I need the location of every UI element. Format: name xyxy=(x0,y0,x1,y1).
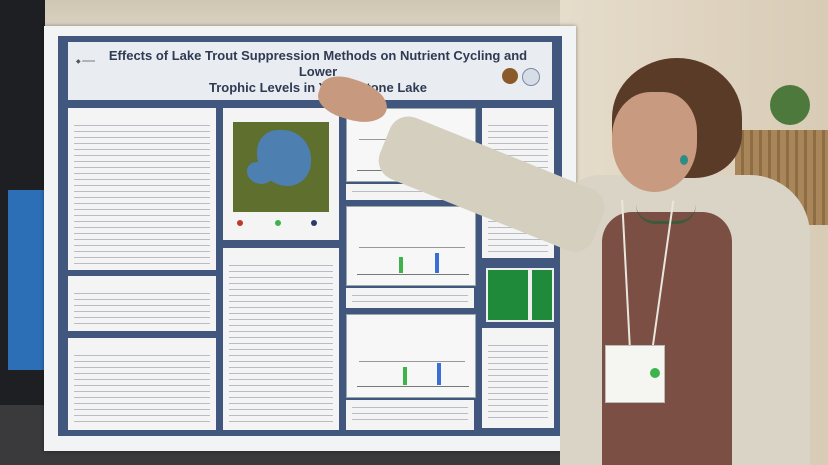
graph-axis xyxy=(357,386,469,387)
text-lines xyxy=(74,122,210,264)
lake-map xyxy=(233,122,329,212)
research-poster: ◆ ═══ Effects of Lake Trout Suppression … xyxy=(44,26,576,451)
text-lines xyxy=(352,404,468,424)
potted-plant xyxy=(770,85,810,125)
legend-marker-navy xyxy=(311,220,317,226)
text-lines xyxy=(352,188,468,194)
presenter-necklace xyxy=(636,205,696,224)
poster-title-line1: Effects of Lake Trout Suppression Method… xyxy=(108,48,528,79)
text-lines xyxy=(74,290,210,325)
graph-bar-green xyxy=(403,367,407,385)
graph-line xyxy=(359,247,465,248)
graph-2 xyxy=(346,206,476,286)
graph-line xyxy=(359,361,465,362)
poster-title-box: ◆ ═══ Effects of Lake Trout Suppression … xyxy=(68,42,552,100)
caption-3 xyxy=(346,400,474,430)
introduction-section xyxy=(68,108,216,270)
text-lines xyxy=(488,342,548,422)
caption-2 xyxy=(346,288,474,308)
graph-axis xyxy=(357,274,469,275)
presenter-earring xyxy=(680,155,688,165)
poster-title: Effects of Lake Trout Suppression Method… xyxy=(108,48,528,96)
text-lines xyxy=(352,292,468,302)
university-logo: ◆ ═══ xyxy=(76,59,96,65)
blue-panel xyxy=(8,190,48,370)
text-lines xyxy=(229,262,333,424)
agency-seal-icon xyxy=(522,68,540,86)
nps-seal-icon xyxy=(502,68,518,84)
presenter-face xyxy=(612,92,697,192)
satellite-image-2 xyxy=(530,268,554,322)
graph-bar-blue xyxy=(437,363,441,385)
name-badge xyxy=(605,345,665,403)
graph-bar-green xyxy=(399,257,403,273)
poster-body: ◆ ═══ Effects of Lake Trout Suppression … xyxy=(58,36,562,436)
satellite-image-1 xyxy=(486,268,530,322)
legend-marker-green xyxy=(275,220,281,226)
badge-green-dot xyxy=(650,368,660,378)
lake-arm xyxy=(247,162,273,184)
graph-bar-blue xyxy=(435,253,439,273)
graph-3 xyxy=(346,314,476,398)
references-section xyxy=(482,328,554,428)
sampling-section xyxy=(68,338,216,430)
text-lines xyxy=(74,352,210,424)
results-section xyxy=(223,248,339,430)
legend-marker-red xyxy=(237,220,243,226)
map-panel xyxy=(223,108,339,240)
question-section xyxy=(68,276,216,331)
